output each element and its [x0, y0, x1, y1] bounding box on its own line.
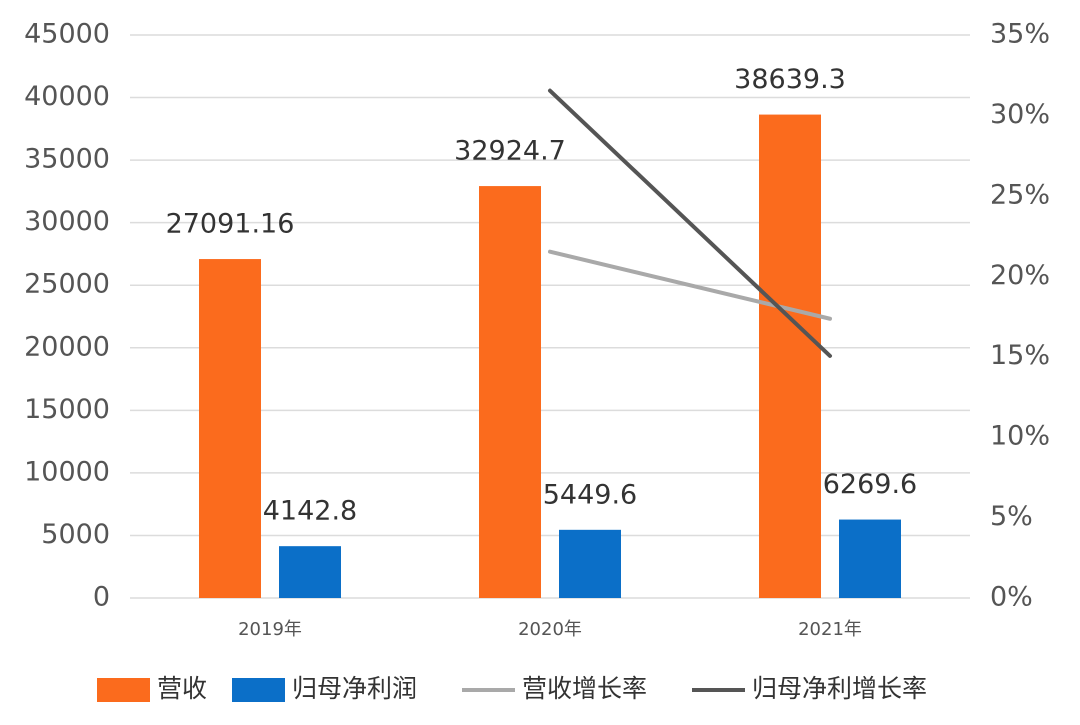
- y2-tick-label: 35%: [990, 19, 1050, 50]
- legend-label: 营收增长率: [522, 674, 647, 703]
- bar: [279, 546, 341, 598]
- y-tick-label: 40000: [24, 81, 110, 112]
- y2-tick-label: 30%: [990, 99, 1050, 130]
- y-tick-label: 45000: [24, 19, 110, 50]
- data-label: 6269.6: [823, 469, 917, 500]
- y-tick-label: 20000: [24, 331, 110, 362]
- y2-tick-label: 15%: [990, 340, 1050, 371]
- y2-tick-label: 5%: [990, 501, 1033, 532]
- bar: [759, 114, 821, 599]
- legend-swatch: [97, 678, 150, 702]
- line: [548, 88, 832, 358]
- x-tick-label: 2019年: [238, 619, 302, 640]
- y-tick-label: 15000: [24, 394, 110, 425]
- bar: [479, 186, 541, 598]
- y-tick-label: 10000: [24, 456, 110, 487]
- legend-label: 归母净利增长率: [752, 674, 927, 703]
- y-tick-label: 30000: [24, 206, 110, 237]
- bar: [839, 519, 901, 598]
- legend-label: 营收: [157, 674, 207, 703]
- line: [548, 249, 832, 321]
- data-label: 38639.3: [734, 64, 846, 95]
- y2-tick-label: 25%: [990, 179, 1050, 210]
- y2-tick-label: 0%: [990, 582, 1033, 613]
- x-tick-label: 2020年: [518, 619, 582, 640]
- y2-tick-label: 20%: [990, 260, 1050, 291]
- y-tick-label: 25000: [24, 269, 110, 300]
- legend-swatch: [232, 678, 285, 702]
- bar: [559, 529, 621, 598]
- y2-tick-label: 10%: [990, 421, 1050, 452]
- x-tick-label: 2021年: [798, 619, 862, 640]
- data-label: 27091.16: [166, 209, 295, 240]
- y-tick-label: 0: [93, 582, 110, 613]
- legend-label: 归母净利润: [292, 674, 417, 703]
- y-tick-label: 5000: [41, 519, 110, 550]
- bar: [199, 259, 261, 598]
- data-label: 32924.7: [454, 136, 566, 167]
- y-tick-label: 35000: [24, 144, 110, 175]
- data-label: 5449.6: [543, 479, 637, 510]
- data-label: 4142.8: [263, 496, 357, 527]
